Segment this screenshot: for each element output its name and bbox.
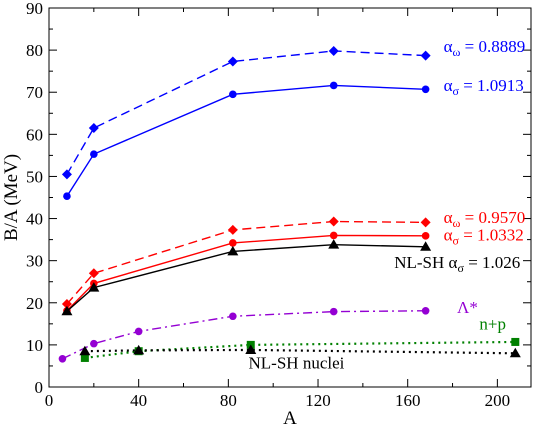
data-point — [90, 150, 98, 158]
series-line — [66, 50, 426, 175]
series-line — [66, 84, 426, 197]
series-5 — [58, 306, 430, 363]
annotation-label: NL-SH nuclei — [249, 353, 345, 372]
data-point — [90, 339, 98, 348]
y-tick-label: 50 — [26, 167, 43, 186]
y-tick-label: 30 — [26, 252, 43, 271]
series-line — [62, 310, 426, 360]
x-tick-label: 200 — [485, 391, 511, 410]
series-line — [66, 234, 426, 312]
data-point — [63, 192, 71, 201]
y-axis-title: B/A (MeV) — [1, 154, 22, 241]
data-point — [328, 45, 339, 56]
y-tick-label: 80 — [26, 41, 43, 60]
data-point — [88, 123, 99, 134]
y-tick-label: 60 — [26, 125, 43, 144]
x-tick-label: 40 — [130, 391, 147, 410]
series-7 — [79, 344, 521, 358]
annotation-label: NL-SH ασ = 1.026 — [394, 253, 520, 275]
data-point — [421, 306, 430, 315]
data-point — [58, 354, 67, 363]
series-2 — [61, 216, 431, 310]
data-point — [227, 56, 238, 67]
y-tick-label: 70 — [26, 83, 43, 102]
data-point — [227, 245, 239, 256]
data-point — [227, 224, 238, 235]
data-point — [229, 312, 237, 321]
y-tick-label: 40 — [26, 210, 43, 229]
data-point — [61, 305, 73, 316]
data-point — [134, 327, 143, 336]
x-axis-title: A — [283, 408, 297, 427]
y-tick-label: 10 — [26, 336, 43, 355]
data-point — [61, 299, 72, 310]
data-point — [88, 282, 100, 292]
series-1 — [63, 81, 430, 201]
data-point — [328, 239, 340, 249]
annotation-label: ασ = 1.0913 — [444, 76, 524, 98]
series-3 — [63, 231, 430, 315]
data-point — [79, 345, 91, 356]
data-point — [421, 85, 430, 94]
y-tick-label: 20 — [26, 294, 43, 313]
annotation-label: αω = 0.8889 — [444, 37, 526, 59]
annotation-label: αω = 0.9570 — [444, 208, 526, 230]
data-point — [245, 344, 257, 354]
data-point — [80, 353, 89, 362]
x-tick-label: 160 — [395, 391, 421, 410]
annotation-label: Λ* — [457, 298, 478, 317]
x-tick-label: 120 — [305, 391, 331, 410]
series-line — [66, 243, 426, 312]
data-point — [329, 307, 338, 316]
data-point — [229, 239, 237, 247]
series-line — [84, 348, 516, 355]
y-tick-label: 90 — [26, 0, 43, 18]
annotation-label: n+p — [479, 314, 506, 333]
data-point — [511, 337, 520, 346]
plot-frame — [48, 7, 532, 388]
data-point — [88, 268, 99, 279]
data-point — [329, 81, 338, 90]
data-point — [420, 217, 431, 228]
series-line — [66, 220, 426, 305]
series-0 — [61, 45, 431, 180]
data-point — [61, 169, 72, 180]
data-point — [329, 231, 338, 240]
data-point — [421, 232, 430, 240]
data-point — [509, 347, 521, 358]
data-point — [133, 344, 145, 355]
annotation-label: ασ = 1.0332 — [444, 225, 524, 247]
data-point — [328, 216, 339, 227]
data-point — [420, 50, 431, 61]
x-tick-label: 0 — [45, 391, 54, 410]
data-point — [229, 90, 237, 99]
x-tick-label: 80 — [220, 391, 237, 410]
y-tick-label: 0 — [35, 378, 44, 397]
data-point — [420, 241, 432, 251]
series-4 — [61, 239, 432, 316]
